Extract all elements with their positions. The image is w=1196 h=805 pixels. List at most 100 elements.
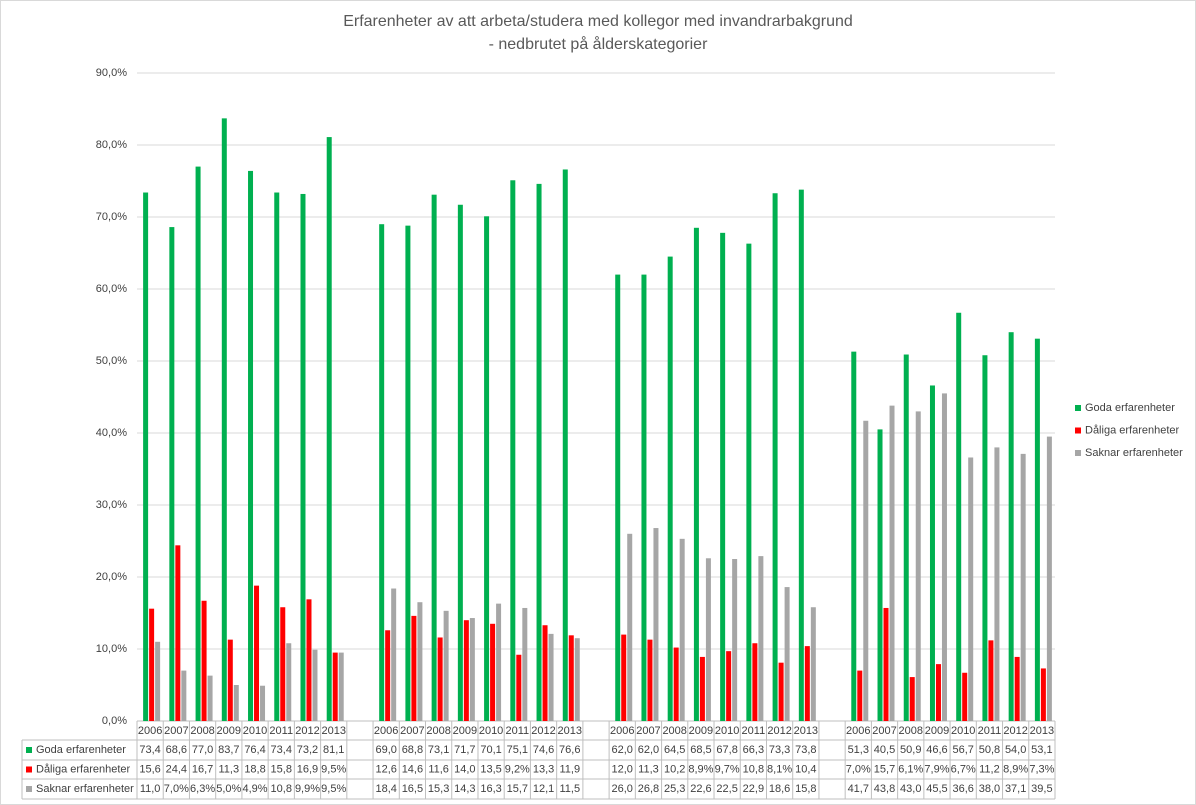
bar: [883, 607, 889, 721]
bar: [653, 528, 659, 721]
table-value: 68,5: [690, 744, 711, 756]
bar: [915, 411, 921, 721]
bar: [851, 351, 857, 721]
bar: [207, 675, 213, 721]
table-value: 13,3: [533, 763, 554, 775]
table-value: 11,3: [638, 763, 659, 775]
table-value: 73,1: [428, 744, 449, 756]
table-value: 54,0: [1005, 744, 1026, 756]
bar: [857, 670, 863, 721]
legend-key: [1075, 427, 1081, 434]
bar: [1020, 453, 1026, 721]
y-tick-label: 70,0%: [96, 211, 127, 223]
bar: [941, 393, 947, 721]
bar: [522, 607, 528, 721]
bar: [260, 685, 266, 721]
bar: [155, 641, 161, 721]
bar: [758, 556, 764, 721]
table-value: 6,1%: [898, 763, 923, 775]
x-tick-label: 2009: [453, 725, 477, 737]
table-value: 22,9: [743, 783, 764, 795]
table-value: 15,7: [507, 783, 528, 795]
bar: [1034, 338, 1040, 721]
bar: [431, 194, 437, 721]
bar: [338, 652, 344, 721]
bar: [798, 189, 804, 721]
bar: [312, 649, 318, 721]
table-value: 11,9: [559, 763, 580, 775]
table-value: 7,0%: [846, 763, 871, 775]
x-tick-label: 2010: [243, 725, 267, 737]
legend-key: [1075, 405, 1081, 411]
legend-key: [1075, 450, 1081, 456]
table-value: 25,3: [664, 783, 685, 795]
table-value: 9,2%: [505, 763, 530, 775]
bar: [627, 533, 633, 721]
x-tick-label: 2008: [426, 725, 450, 737]
table-value: 36,6: [952, 783, 973, 795]
x-tick-label: 2006: [610, 725, 634, 737]
table-value: 4,9%: [242, 783, 267, 795]
bar: [306, 599, 312, 721]
bar: [443, 610, 449, 721]
bar: [248, 170, 254, 722]
bar: [705, 558, 711, 721]
y-tick-label: 90,0%: [96, 67, 127, 79]
table-value: 22,5: [716, 783, 737, 795]
table-value: 11,0: [140, 783, 161, 795]
bar: [909, 677, 915, 721]
bar: [496, 603, 502, 721]
bar: [988, 640, 994, 721]
table-series-name: Saknar erfarenheter: [36, 783, 134, 795]
table-value: 12,1: [533, 783, 554, 795]
bar: [574, 638, 580, 721]
bar: [254, 585, 260, 721]
table-value: 10,4: [795, 763, 816, 775]
bar: [935, 664, 941, 721]
x-tick-label: 2006: [374, 725, 398, 737]
table-value: 71,7: [454, 744, 475, 756]
table-value: 67,8: [716, 744, 737, 756]
bar: [405, 225, 411, 721]
table-value: 18,4: [375, 783, 396, 795]
bar: [982, 355, 988, 721]
bar: [720, 232, 726, 721]
x-tick-label: 2006: [846, 725, 870, 737]
legend-label: Dåliga erfarenheter: [1085, 424, 1180, 436]
x-tick-label: 2010: [951, 725, 975, 737]
bar: [536, 183, 542, 721]
bar: [1040, 668, 1046, 721]
legend-label: Saknar erfarenheter: [1085, 447, 1183, 459]
x-tick-label: 2009: [925, 725, 949, 737]
x-tick-label: 2011: [978, 725, 1002, 737]
bar: [221, 118, 227, 722]
table-value: 76,6: [559, 744, 580, 756]
bar: [647, 639, 653, 721]
bar: [484, 216, 490, 721]
x-tick-label: 2008: [899, 725, 923, 737]
y-tick-label: 10,0%: [96, 643, 127, 655]
bar: [542, 625, 548, 721]
x-tick-label: 2012: [295, 725, 319, 737]
table-value: 11,5: [559, 783, 580, 795]
table-value: 56,7: [952, 744, 973, 756]
x-tick-label: 2013: [558, 725, 582, 737]
bar: [641, 274, 647, 721]
table-value: 14,3: [454, 783, 475, 795]
table-value: 43,0: [900, 783, 921, 795]
table-value: 51,3: [848, 744, 869, 756]
table-series-name: Dåliga erfarenheter: [36, 763, 131, 775]
bar: [280, 607, 286, 721]
bar: [752, 643, 758, 721]
table-value: 16,5: [402, 783, 423, 795]
bar: [679, 538, 685, 721]
x-tick-label: 2008: [662, 725, 686, 737]
x-tick-label: 2007: [400, 725, 424, 737]
bar: [201, 600, 207, 721]
x-tick-label: 2010: [715, 725, 739, 737]
table-value: 7,0%: [164, 783, 189, 795]
bar: [889, 405, 895, 721]
bar: [621, 634, 627, 721]
bar: [863, 420, 869, 721]
table-value: 15,6: [139, 763, 160, 775]
